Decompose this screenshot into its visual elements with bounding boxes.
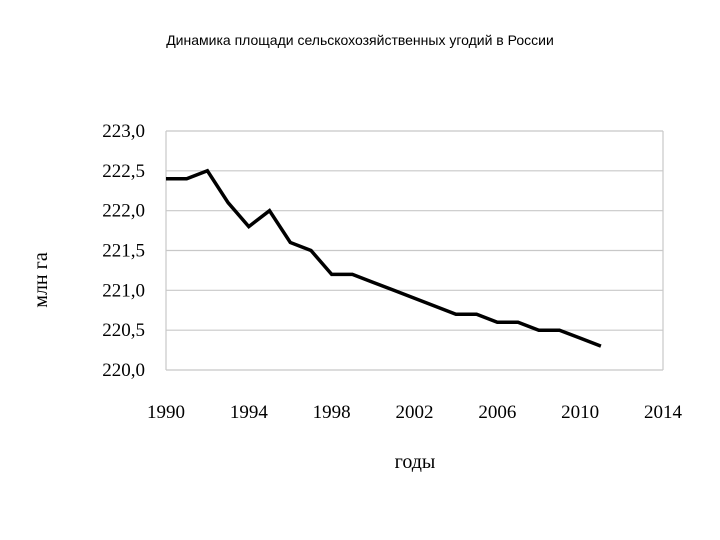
grid-lines xyxy=(165,130,664,371)
x-tick-label: 1990 xyxy=(147,402,185,423)
x-tick-labels: 1990 1994 1998 2002 2006 2010 2014 xyxy=(147,402,683,423)
y-tick-label: 221,0 xyxy=(102,280,145,301)
x-axis-label: годы xyxy=(395,451,436,473)
y-tick-labels: 223,0 222,5 222,0 221,5 221,0 220,5 220,0 xyxy=(102,121,145,381)
x-tick-label: 2006 xyxy=(478,402,516,423)
y-tick-label: 223,0 xyxy=(102,121,145,142)
y-tick-label: 221,5 xyxy=(102,241,145,262)
x-tick-label: 1994 xyxy=(230,402,269,423)
x-tick-label: 1998 xyxy=(313,402,351,423)
x-tick-label: 2010 xyxy=(561,402,599,423)
series-line xyxy=(166,168,602,348)
y-tick-label: 222,0 xyxy=(102,201,145,222)
series-group xyxy=(165,168,602,348)
x-tick-label: 2002 xyxy=(396,402,434,423)
y-axis-label: млн га xyxy=(30,252,52,308)
y-tick-label: 222,5 xyxy=(102,161,145,182)
y-tick-label: 220,0 xyxy=(102,360,145,381)
x-tick-label: 2014 xyxy=(644,402,683,423)
y-tick-label: 220,5 xyxy=(102,320,145,341)
chart-title: Динамика площади сельскохозяйственных уг… xyxy=(166,32,554,48)
